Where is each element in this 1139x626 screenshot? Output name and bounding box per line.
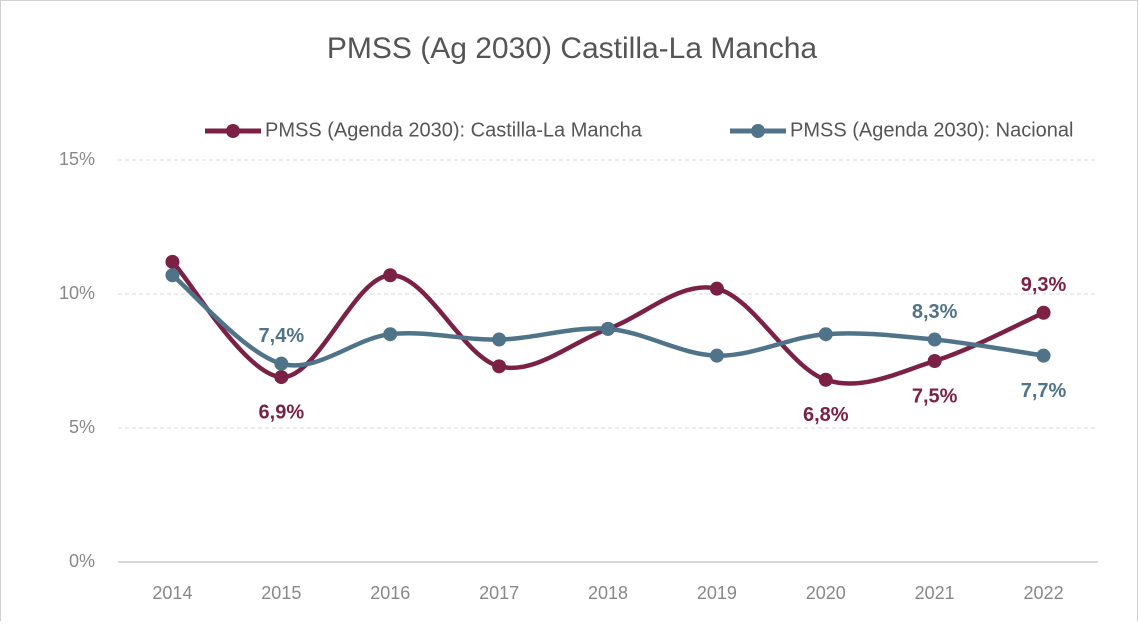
data-label: 6,9% (259, 401, 305, 423)
point (274, 356, 289, 371)
x-tick-label: 2018 (588, 583, 628, 603)
point (383, 327, 398, 342)
legend-marker (226, 124, 240, 138)
y-tick-label: 5% (69, 417, 95, 437)
point (1036, 348, 1051, 363)
y-tick-label: 15% (59, 149, 95, 169)
data-label: 7,4% (259, 325, 305, 347)
legend-label: PMSS (Agenda 2030): Castilla-La Mancha (265, 119, 643, 141)
point (165, 254, 180, 269)
point (601, 321, 615, 336)
point (274, 370, 289, 385)
point (927, 354, 942, 368)
x-tick-label: 2022 (1024, 583, 1064, 603)
legend-marker (751, 124, 765, 138)
x-tick-label: 2014 (152, 583, 192, 603)
x-tick-label: 2020 (806, 583, 846, 603)
point (165, 268, 180, 283)
point (1036, 305, 1051, 320)
point (709, 348, 724, 363)
x-tick-label: 2021 (915, 583, 955, 603)
legend-label: PMSS (Agenda 2030): Nacional (790, 119, 1074, 141)
x-tick-label: 2017 (479, 583, 519, 603)
point (818, 372, 833, 387)
point (709, 281, 724, 296)
point (492, 359, 507, 374)
data-label: 7,5% (912, 385, 958, 407)
x-tick-label: 2019 (697, 583, 737, 603)
point (927, 332, 942, 347)
x-tick-label: 2016 (370, 583, 410, 603)
chart-title: PMSS (Ag 2030) Castilla-La Mancha (327, 32, 818, 65)
x-tick-label: 2015 (261, 583, 301, 603)
point (383, 268, 398, 283)
series-line (170, 260, 1045, 386)
point (818, 327, 833, 342)
point (492, 332, 507, 347)
data-label: 7,7% (1021, 380, 1067, 402)
data-label: 8,3% (912, 301, 958, 323)
data-label: 9,3% (1021, 274, 1067, 296)
data-label: 6,8% (803, 404, 849, 426)
y-tick-label: 10% (59, 283, 95, 303)
y-tick-label: 0% (69, 551, 95, 571)
